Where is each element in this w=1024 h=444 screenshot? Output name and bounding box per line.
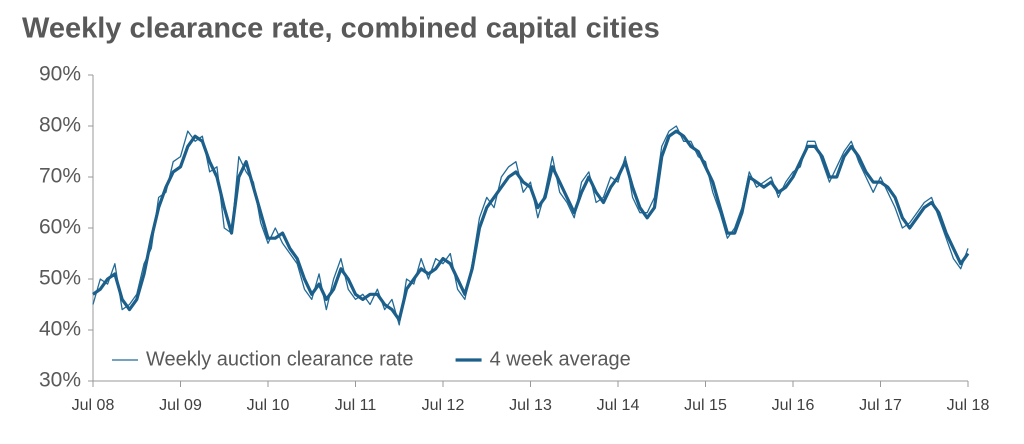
x-tick-label: Jul 08	[72, 397, 115, 414]
x-tick-label: Jul 15	[684, 397, 727, 414]
series-line	[92, 125, 969, 326]
legend-label: Weekly auction clearance rate	[146, 348, 414, 370]
x-tick-label: Jul 10	[247, 397, 290, 414]
x-tick-label: Jul 14	[597, 397, 640, 414]
x-tick-label: Jul 18	[947, 397, 990, 414]
x-tick-label: Jul 12	[422, 397, 465, 414]
x-tick-label: Jul 09	[159, 397, 202, 414]
y-tick-label: 60%	[39, 216, 81, 239]
y-tick-label: 40%	[39, 318, 81, 341]
y-tick-label: 80%	[39, 114, 81, 137]
series-line	[92, 129, 970, 322]
y-tick-label: 30%	[39, 369, 81, 392]
y-tick-label: 90%	[39, 63, 81, 86]
legend-label: 4 week average	[490, 348, 631, 370]
x-tick-label: Jul 17	[859, 397, 902, 414]
y-tick-label: 50%	[39, 267, 81, 290]
y-tick-label: 70%	[39, 165, 81, 188]
x-tick-label: Jul 11	[335, 397, 377, 414]
x-tick-label: Jul 16	[772, 397, 815, 414]
x-tick-label: Jul 13	[509, 397, 552, 414]
chart-title: Weekly clearance rate, combined capital …	[22, 13, 660, 45]
